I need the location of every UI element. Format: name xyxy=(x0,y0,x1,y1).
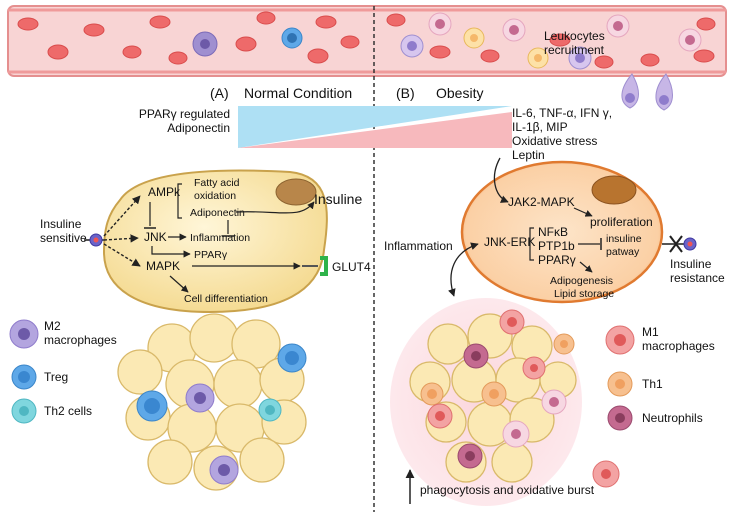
insuline-pathway-label-1: insuline xyxy=(606,233,642,245)
obese-immune-cells xyxy=(420,309,620,488)
legend-th1-label: Th1 xyxy=(642,377,663,391)
legend-th2-label: Th2 cells xyxy=(44,404,92,418)
adiponectin-label: Adiponectin xyxy=(167,121,230,135)
inflammation-side-label: Inflammation xyxy=(384,239,453,253)
mapk-label: MAPK xyxy=(146,259,180,273)
insuline-sensitive-label-1: Insuline xyxy=(40,217,82,231)
panel-a-letter: (A) xyxy=(210,85,229,101)
panel-b-title: Obesity xyxy=(436,85,483,101)
extravasating-leukocytes xyxy=(621,73,673,111)
jnk-erk-label: JNK-ERK xyxy=(484,235,535,249)
cytokine-label-2: IL-1β, MIP xyxy=(512,120,568,134)
ppar-regulated-label: PPARγ regulated xyxy=(139,107,230,121)
fatty-acid-label-2: oxidation xyxy=(194,190,236,202)
proliferation-label: proliferation xyxy=(590,215,653,229)
nucleus-icon xyxy=(591,175,637,205)
ppar-cell-label: PPARγ xyxy=(194,249,228,261)
adipogenesis-label: Adipogenesis xyxy=(550,275,613,287)
adiponectin-cell-label: Adiponectin xyxy=(190,207,245,219)
blocked-insulin-receptor-icon xyxy=(662,235,697,253)
legend-m1-label-2: macrophages xyxy=(642,339,715,353)
obese-adipocyte xyxy=(460,160,664,304)
cytokine-label-4: Leptin xyxy=(512,148,545,162)
cytokine-label-3: Oxidative stress xyxy=(512,134,597,148)
glut4-transporter-icon xyxy=(302,256,328,276)
legend-treg-label: Treg xyxy=(44,370,68,384)
cytokine-gradient xyxy=(238,112,512,148)
legend-neutrophils-label: Neutrophils xyxy=(642,411,703,425)
cell-differentiation-label: Cell differentiation xyxy=(184,293,268,305)
blood-vessel xyxy=(7,5,727,77)
ptp1b-label: PTP1b xyxy=(538,239,575,253)
fatty-acid-label-1: Fatty acid xyxy=(194,177,240,189)
legend-m2-label-2: macrophages xyxy=(44,333,117,347)
panel-b-letter: (B) xyxy=(396,85,415,101)
inflammation-cell-label: Inflammation xyxy=(190,232,250,244)
nucleus-icon xyxy=(275,178,317,206)
legend-m1-label-1: M1 xyxy=(642,325,659,339)
nfkb-label: NFκB xyxy=(538,225,568,239)
legend-right xyxy=(605,325,635,431)
insuline-sensitive-label-2: sensitive xyxy=(40,231,87,245)
legend-left xyxy=(9,319,39,424)
leukocytes-label-2: recruitment xyxy=(544,43,605,57)
insuline-pathway-label-2: patway xyxy=(606,246,640,258)
cytokine-label-1: IL-6, TNF-α, IFN γ, xyxy=(512,106,612,120)
normal-adipocyte xyxy=(102,169,328,314)
adiponectin-gradient xyxy=(238,106,512,148)
insuline-resistance-label-1: Insuline xyxy=(670,257,712,271)
leukocytes-label-1: Leukocytes xyxy=(544,29,605,43)
jnk-label: JNK xyxy=(144,230,167,244)
jak2-mapk-label: JAK2-MAPK xyxy=(508,195,575,209)
insuline-resistance-label-2: resistance xyxy=(670,271,725,285)
ampk-label: AMPk xyxy=(148,185,181,199)
lipid-storage-label: Lipid storage xyxy=(554,288,614,300)
insuline-label: Insuline xyxy=(314,191,362,207)
insulin-receptor-icon xyxy=(84,233,104,247)
normal-immune-cells xyxy=(136,343,307,485)
obese-ppar-label: PPARγ xyxy=(538,253,576,267)
phagocytosis-label: phagocytosis and oxidative burst xyxy=(420,483,595,497)
red-blood-cells xyxy=(17,11,716,69)
panel-a-title: Normal Condition xyxy=(244,85,352,101)
glut4-label: GLUT4 xyxy=(332,260,371,274)
legend-m2-label-1: M2 xyxy=(44,319,61,333)
